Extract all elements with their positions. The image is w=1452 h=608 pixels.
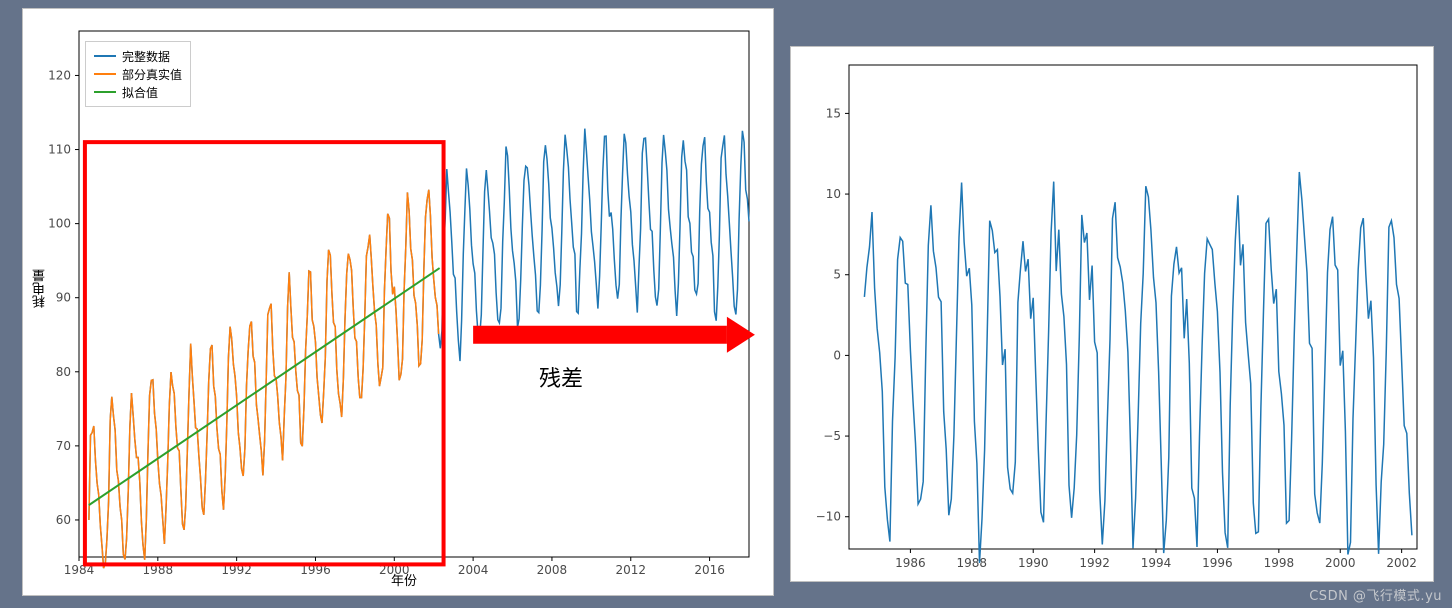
y-axis-label: 耗电量: [31, 269, 50, 308]
svg-text:110: 110: [48, 143, 71, 157]
legend-swatch: [94, 91, 116, 93]
legend: 完整数据 部分真实值 拟合值: [85, 41, 191, 107]
svg-text:1990: 1990: [1018, 556, 1049, 570]
svg-text:2008: 2008: [537, 563, 568, 577]
svg-text:60: 60: [56, 513, 71, 527]
legend-item-fit: 拟合值: [94, 83, 182, 101]
svg-text:1992: 1992: [1079, 556, 1110, 570]
svg-text:−5: −5: [823, 429, 841, 443]
legend-item-full: 完整数据: [94, 47, 182, 65]
legend-swatch: [94, 55, 116, 57]
svg-text:90: 90: [56, 291, 71, 305]
legend-label: 拟合值: [122, 84, 158, 101]
svg-text:1994: 1994: [1141, 556, 1172, 570]
svg-text:100: 100: [48, 217, 71, 231]
legend-label: 完整数据: [122, 48, 170, 65]
svg-text:0: 0: [833, 348, 841, 362]
svg-text:5: 5: [833, 268, 841, 282]
legend-swatch: [94, 73, 116, 75]
svg-text:2000: 2000: [1325, 556, 1356, 570]
watermark: CSDN @飞行模式.yu: [1309, 585, 1442, 604]
svg-text:120: 120: [48, 68, 71, 82]
svg-text:70: 70: [56, 439, 71, 453]
svg-text:−10: −10: [816, 510, 841, 524]
right-chart-panel: 1986 1988 1990 1992 1994 1996 1998 2000 2002 −10 −…: [790, 46, 1434, 582]
svg-text:80: 80: [56, 365, 71, 379]
right-chart-svg: 1986 1988 1990 1992 1994 1996 1998 2000 2002 −10 −…: [791, 47, 1435, 583]
x-axis-label: 年份: [391, 570, 417, 589]
svg-text:15: 15: [826, 106, 841, 120]
svg-text:10: 10: [826, 187, 841, 201]
svg-text:1986: 1986: [895, 556, 926, 570]
svg-text:1996: 1996: [1202, 556, 1233, 570]
legend-label: 部分真实值: [122, 66, 182, 83]
svg-text:1998: 1998: [1264, 556, 1295, 570]
residual-annotation: 残差: [539, 361, 583, 393]
left-chart-panel: 1984198819921996200020042008201220166070…: [22, 8, 774, 596]
svg-text:2016: 2016: [694, 563, 725, 577]
svg-text:1988: 1988: [957, 556, 988, 570]
svg-text:2002: 2002: [1386, 556, 1417, 570]
svg-text:2012: 2012: [615, 563, 646, 577]
legend-item-partial: 部分真实值: [94, 65, 182, 83]
svg-text:2004: 2004: [458, 563, 489, 577]
